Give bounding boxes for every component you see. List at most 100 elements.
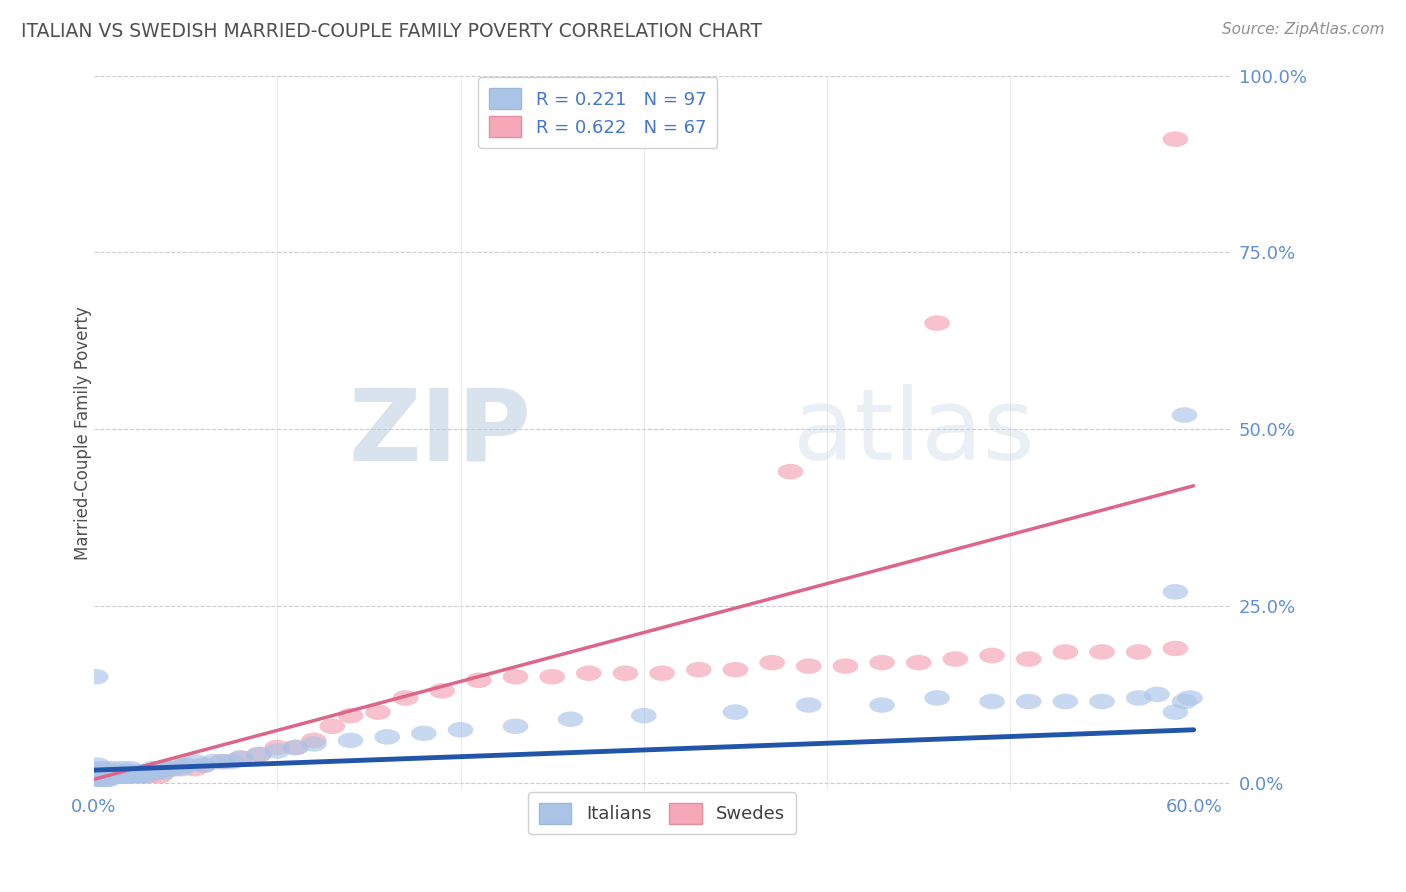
Ellipse shape <box>97 764 124 780</box>
Ellipse shape <box>111 764 136 780</box>
Ellipse shape <box>283 739 308 756</box>
Ellipse shape <box>89 764 114 780</box>
Ellipse shape <box>96 764 121 780</box>
Ellipse shape <box>1163 584 1188 599</box>
Ellipse shape <box>503 669 529 684</box>
Ellipse shape <box>114 768 139 783</box>
Ellipse shape <box>337 732 363 748</box>
Ellipse shape <box>103 764 129 780</box>
Ellipse shape <box>173 757 198 773</box>
Ellipse shape <box>93 764 118 780</box>
Ellipse shape <box>96 772 121 787</box>
Ellipse shape <box>129 768 155 783</box>
Ellipse shape <box>112 768 138 783</box>
Ellipse shape <box>148 768 173 783</box>
Ellipse shape <box>94 772 120 787</box>
Ellipse shape <box>374 729 401 745</box>
Ellipse shape <box>218 754 245 770</box>
Ellipse shape <box>100 768 125 783</box>
Ellipse shape <box>979 648 1005 664</box>
Ellipse shape <box>1171 694 1198 709</box>
Ellipse shape <box>264 739 290 756</box>
Ellipse shape <box>576 665 602 681</box>
Ellipse shape <box>191 757 217 773</box>
Ellipse shape <box>84 757 111 773</box>
Ellipse shape <box>246 747 271 763</box>
Ellipse shape <box>96 764 121 780</box>
Ellipse shape <box>650 665 675 681</box>
Ellipse shape <box>1126 644 1152 660</box>
Ellipse shape <box>89 764 114 780</box>
Ellipse shape <box>246 747 271 763</box>
Ellipse shape <box>83 768 108 783</box>
Ellipse shape <box>924 690 950 706</box>
Ellipse shape <box>209 754 235 770</box>
Ellipse shape <box>301 732 326 748</box>
Ellipse shape <box>101 768 127 783</box>
Ellipse shape <box>96 768 121 783</box>
Ellipse shape <box>337 708 363 723</box>
Ellipse shape <box>540 669 565 684</box>
Ellipse shape <box>832 658 858 674</box>
Ellipse shape <box>723 705 748 720</box>
Ellipse shape <box>129 768 155 783</box>
Ellipse shape <box>115 764 142 780</box>
Ellipse shape <box>723 662 748 677</box>
Ellipse shape <box>112 764 138 780</box>
Ellipse shape <box>1163 705 1188 720</box>
Ellipse shape <box>89 768 114 783</box>
Ellipse shape <box>115 768 142 783</box>
Ellipse shape <box>157 761 184 776</box>
Ellipse shape <box>108 768 134 783</box>
Ellipse shape <box>163 757 190 773</box>
Ellipse shape <box>191 757 217 773</box>
Ellipse shape <box>118 761 143 776</box>
Ellipse shape <box>148 761 173 776</box>
Ellipse shape <box>163 761 190 776</box>
Ellipse shape <box>181 754 208 770</box>
Ellipse shape <box>209 754 235 770</box>
Ellipse shape <box>631 708 657 723</box>
Ellipse shape <box>132 768 157 783</box>
Ellipse shape <box>97 768 124 783</box>
Ellipse shape <box>118 768 143 783</box>
Ellipse shape <box>503 718 529 734</box>
Ellipse shape <box>105 768 131 783</box>
Ellipse shape <box>105 764 131 780</box>
Ellipse shape <box>107 764 132 780</box>
Ellipse shape <box>108 761 134 776</box>
Ellipse shape <box>107 764 132 780</box>
Ellipse shape <box>796 658 821 674</box>
Ellipse shape <box>124 768 149 783</box>
Ellipse shape <box>169 761 195 776</box>
Ellipse shape <box>924 315 950 331</box>
Ellipse shape <box>103 764 129 780</box>
Ellipse shape <box>131 764 156 780</box>
Text: ITALIAN VS SWEDISH MARRIED-COUPLE FAMILY POVERTY CORRELATION CHART: ITALIAN VS SWEDISH MARRIED-COUPLE FAMILY… <box>21 22 762 41</box>
Ellipse shape <box>319 718 344 734</box>
Ellipse shape <box>87 768 112 783</box>
Ellipse shape <box>136 768 162 783</box>
Ellipse shape <box>759 655 785 671</box>
Ellipse shape <box>84 768 111 783</box>
Ellipse shape <box>283 739 308 756</box>
Ellipse shape <box>979 694 1005 709</box>
Ellipse shape <box>869 698 894 713</box>
Ellipse shape <box>127 764 153 780</box>
Ellipse shape <box>869 655 894 671</box>
Ellipse shape <box>97 768 124 783</box>
Ellipse shape <box>87 772 112 787</box>
Ellipse shape <box>686 662 711 677</box>
Ellipse shape <box>1163 131 1188 147</box>
Ellipse shape <box>101 768 127 783</box>
Ellipse shape <box>100 764 125 780</box>
Ellipse shape <box>465 673 492 688</box>
Ellipse shape <box>103 768 129 783</box>
Ellipse shape <box>1053 694 1078 709</box>
Ellipse shape <box>90 761 115 776</box>
Ellipse shape <box>94 768 120 783</box>
Ellipse shape <box>301 736 326 752</box>
Ellipse shape <box>94 768 120 783</box>
Ellipse shape <box>83 768 108 783</box>
Ellipse shape <box>118 764 143 780</box>
